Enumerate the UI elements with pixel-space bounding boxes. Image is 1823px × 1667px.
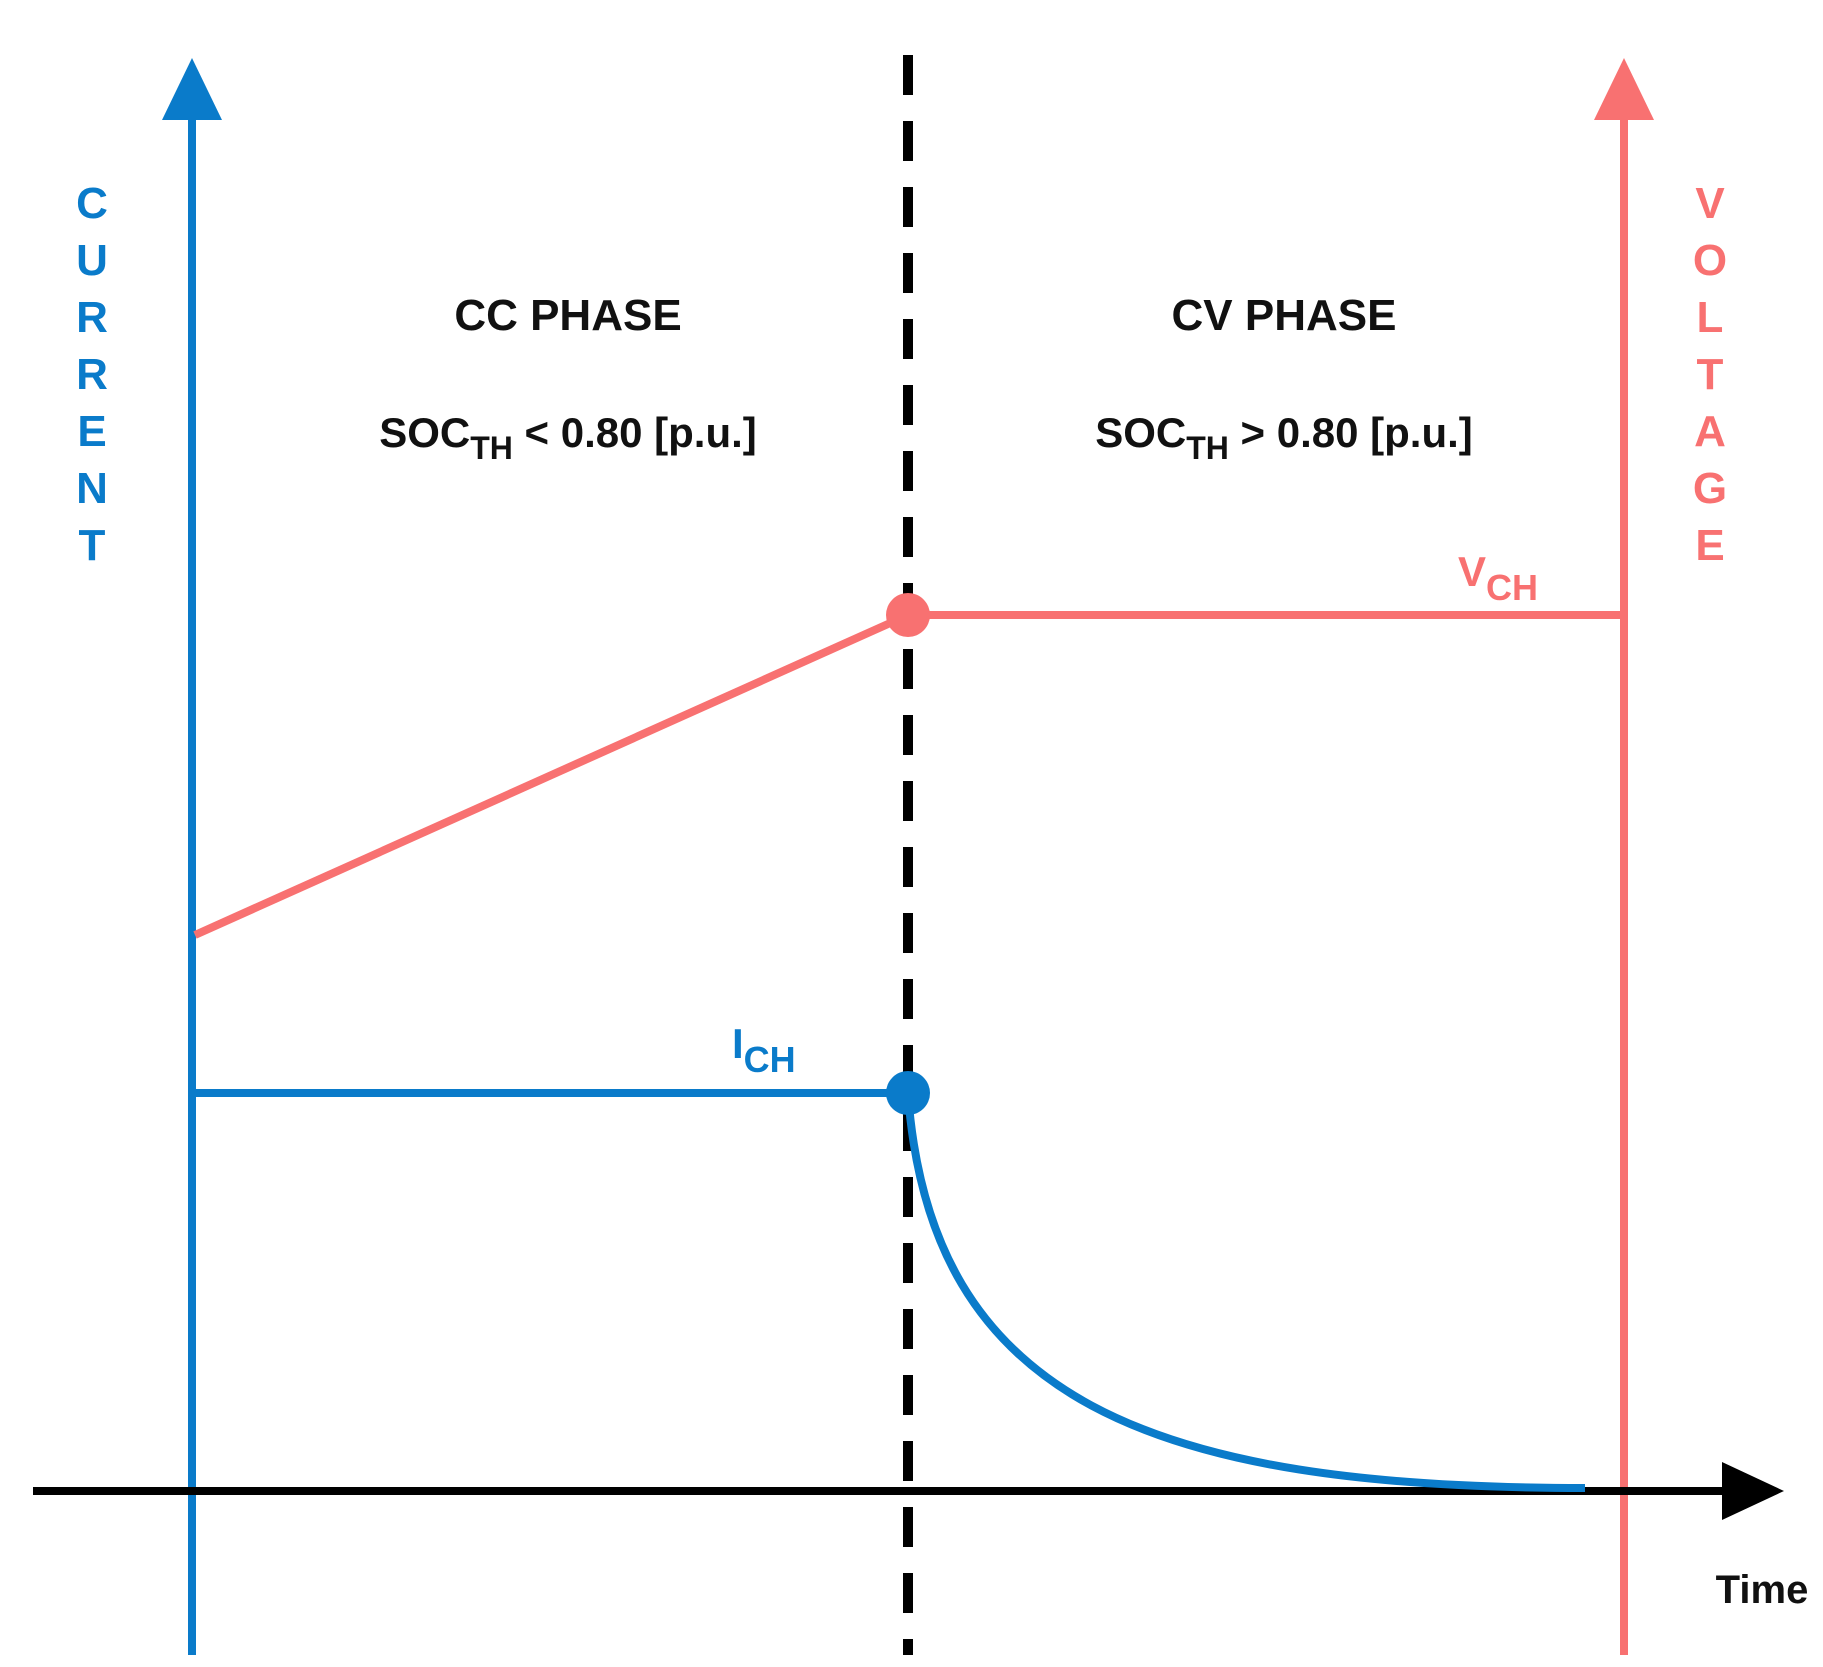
cv-phase-condition: SOCTH > 0.80 [p.u.] bbox=[1095, 409, 1473, 466]
axis-label-letter: T bbox=[79, 521, 106, 570]
vch-label: VCH bbox=[1458, 548, 1538, 608]
cc-phase-title: CC PHASE bbox=[454, 291, 681, 340]
axis-label-letter: U bbox=[76, 236, 108, 285]
axis-label-letter: E bbox=[1695, 521, 1724, 570]
axis-label-letter: G bbox=[1693, 464, 1727, 513]
axis-label-letter: R bbox=[76, 350, 108, 399]
axis-label-letter: A bbox=[1694, 407, 1726, 456]
time-axis-label: Time bbox=[1716, 1568, 1809, 1612]
time-axis-arrowhead bbox=[1722, 1462, 1784, 1520]
voltage-ramp-line bbox=[193, 611, 910, 939]
axis-label-letter: R bbox=[76, 293, 108, 342]
current-decay-curve bbox=[904, 1092, 1586, 1492]
axis-label-letter: O bbox=[1693, 236, 1727, 285]
current-axis-arrowhead bbox=[162, 58, 222, 120]
axis-label-letter: L bbox=[1697, 293, 1724, 342]
axis-label-letter: C bbox=[76, 179, 108, 228]
axis-label-letter: N bbox=[76, 464, 108, 513]
axis-label-letter: T bbox=[1697, 350, 1724, 399]
voltage-axis-arrowhead bbox=[1594, 58, 1654, 120]
cc-phase-condition: SOCTH < 0.80 [p.u.] bbox=[379, 409, 757, 466]
axis-label-letter: V bbox=[1695, 179, 1725, 228]
voltage-transition-point bbox=[886, 593, 930, 637]
current-transition-point bbox=[886, 1071, 930, 1115]
ich-label: ICH bbox=[732, 1020, 796, 1080]
cv-phase-title: CV PHASE bbox=[1172, 291, 1397, 340]
axis-label-letter: E bbox=[77, 407, 106, 456]
